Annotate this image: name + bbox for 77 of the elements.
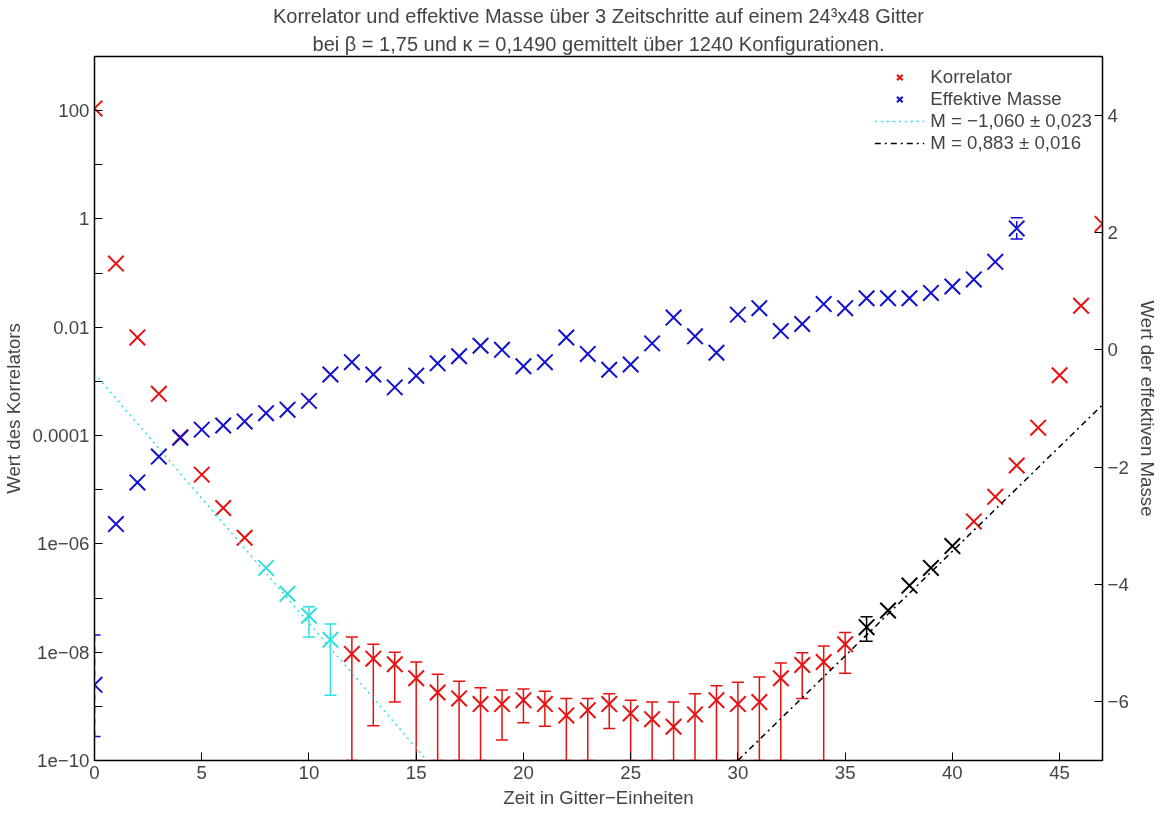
y-axis-title: Wert des Korrelators (3, 323, 25, 494)
point (450, 689, 468, 708)
legend-label: M = 0,883 ± 0,016 (930, 132, 1082, 154)
point (836, 635, 854, 654)
y2-tick-label: −4 (1107, 574, 1129, 595)
point (922, 559, 940, 577)
point (257, 559, 275, 577)
y2-tick-label: −2 (1107, 456, 1129, 478)
point (965, 512, 983, 531)
y2-tick-label: −6 (1107, 691, 1129, 713)
legend-label: Korrelator (930, 66, 1013, 88)
point (900, 576, 919, 595)
y2-axis-title: Wert der effektiven Masse (1136, 300, 1158, 517)
y-tick-label: 1e−08 (37, 641, 90, 663)
point (536, 695, 554, 713)
point (471, 695, 490, 713)
x-tick-label: 15 (405, 761, 427, 783)
x-tick-label: 45 (1049, 761, 1070, 783)
point (192, 465, 211, 484)
chart-subtitle: bei β = 1,75 und κ = 0,1490 gemittelt über 1240 Konfigurationen. (312, 32, 885, 55)
point (600, 695, 618, 713)
y-tick-label: 0.01 (53, 316, 90, 338)
y2-tick-label: 2 (1107, 222, 1118, 243)
x-axis-title: Zeit in Gitter−Einheiten (503, 786, 694, 808)
point (214, 499, 232, 517)
point (772, 669, 790, 688)
x-tick-label: 20 (513, 761, 534, 783)
legend-label: M = −1,060 ± 0,023 (930, 110, 1092, 132)
point (300, 607, 318, 625)
y-tick-label: 0.0001 (32, 425, 90, 447)
point (686, 705, 704, 724)
point (107, 254, 125, 273)
point (814, 653, 833, 671)
point (1029, 418, 1047, 437)
point (514, 691, 533, 709)
point (879, 601, 897, 620)
x-tick-label: 30 (727, 761, 749, 783)
point (150, 385, 168, 403)
point (1072, 296, 1090, 315)
point (579, 701, 597, 719)
point (321, 630, 340, 649)
y2-tick-label: 4 (1107, 104, 1118, 126)
x-tick-label: 10 (298, 761, 320, 783)
point (278, 584, 297, 603)
point (385, 655, 404, 673)
y-tick-label: 1e−06 (37, 533, 90, 555)
y-tick-label: 1 (79, 208, 90, 230)
point (364, 649, 383, 668)
y-tick-label: 1e−10 (37, 750, 90, 771)
y2-tick-label: 0 (1107, 339, 1118, 361)
point (664, 717, 683, 736)
point (986, 488, 1005, 506)
x-tick-label: 5 (196, 761, 207, 783)
point (707, 691, 726, 709)
y-tick-label: 100 (58, 100, 90, 122)
point (128, 328, 147, 347)
point (1007, 456, 1026, 475)
chart-title: Korrelator und effektive Masse über 3 Zeitschritte auf einem 24³x48 Gitter (272, 4, 925, 27)
point (857, 618, 876, 636)
legend-label: Effektive Masse (930, 88, 1062, 110)
point (493, 695, 511, 713)
x-tick-label: 25 (620, 761, 642, 783)
point (621, 704, 640, 723)
point (750, 693, 769, 711)
point (343, 645, 361, 663)
point (729, 695, 747, 713)
point (407, 669, 425, 688)
x-tick-label: 40 (942, 761, 963, 783)
point (428, 683, 447, 702)
point (557, 706, 576, 725)
point (943, 537, 962, 555)
point (1050, 366, 1069, 385)
x-tick-label: 0 (89, 761, 100, 783)
point (235, 528, 254, 547)
point (643, 710, 661, 728)
point (793, 656, 812, 674)
x-tick-label: 35 (834, 761, 856, 783)
